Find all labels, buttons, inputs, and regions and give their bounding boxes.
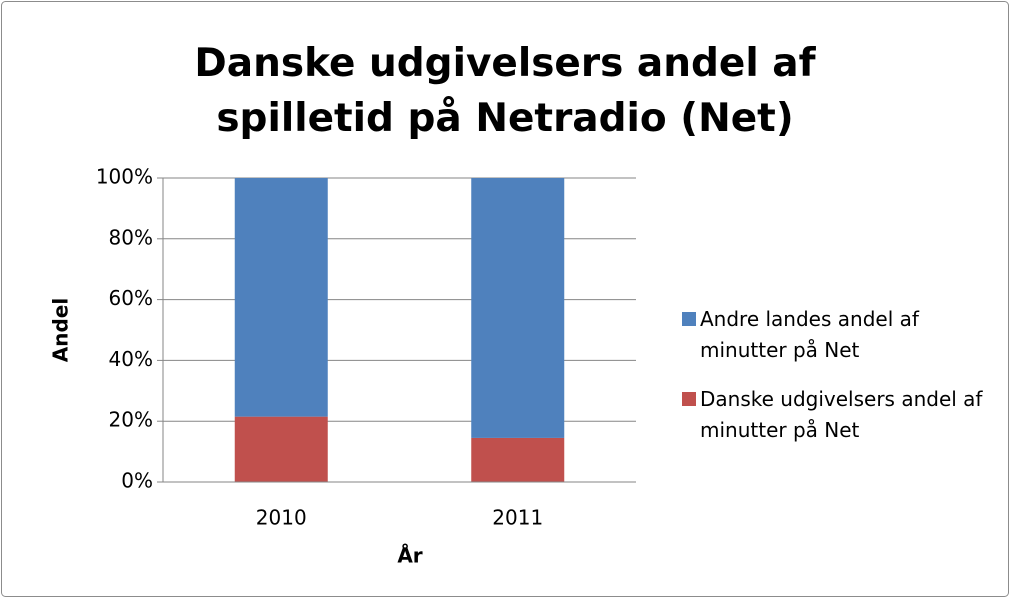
y-axis-label: Andel (49, 298, 73, 362)
legend-swatch (682, 392, 696, 406)
y-tick-label: 100% (96, 165, 153, 189)
y-tick-label: 20% (109, 408, 153, 432)
x-tick-label: 2010 (256, 506, 307, 530)
legend-swatch (682, 312, 696, 326)
y-tick-label: 0% (121, 469, 153, 493)
bar-segment (471, 437, 565, 482)
bar-segment (234, 416, 328, 482)
legend-label: Danske udgivelsers andel af minutter på … (700, 387, 983, 442)
chart-title: Danske udgivelsers andel af spilletid på… (194, 41, 816, 141)
y-tick-label: 40% (109, 347, 153, 371)
legend-label: Andre landes andel af minutter på Net (700, 307, 919, 362)
y-tick-label: 80% (109, 225, 153, 249)
y-tick-label: 60% (109, 286, 153, 310)
bar-segment (471, 178, 565, 438)
bar-segment (234, 178, 328, 417)
x-axis-label: År (397, 544, 422, 568)
x-tick-label: 2011 (492, 506, 543, 530)
